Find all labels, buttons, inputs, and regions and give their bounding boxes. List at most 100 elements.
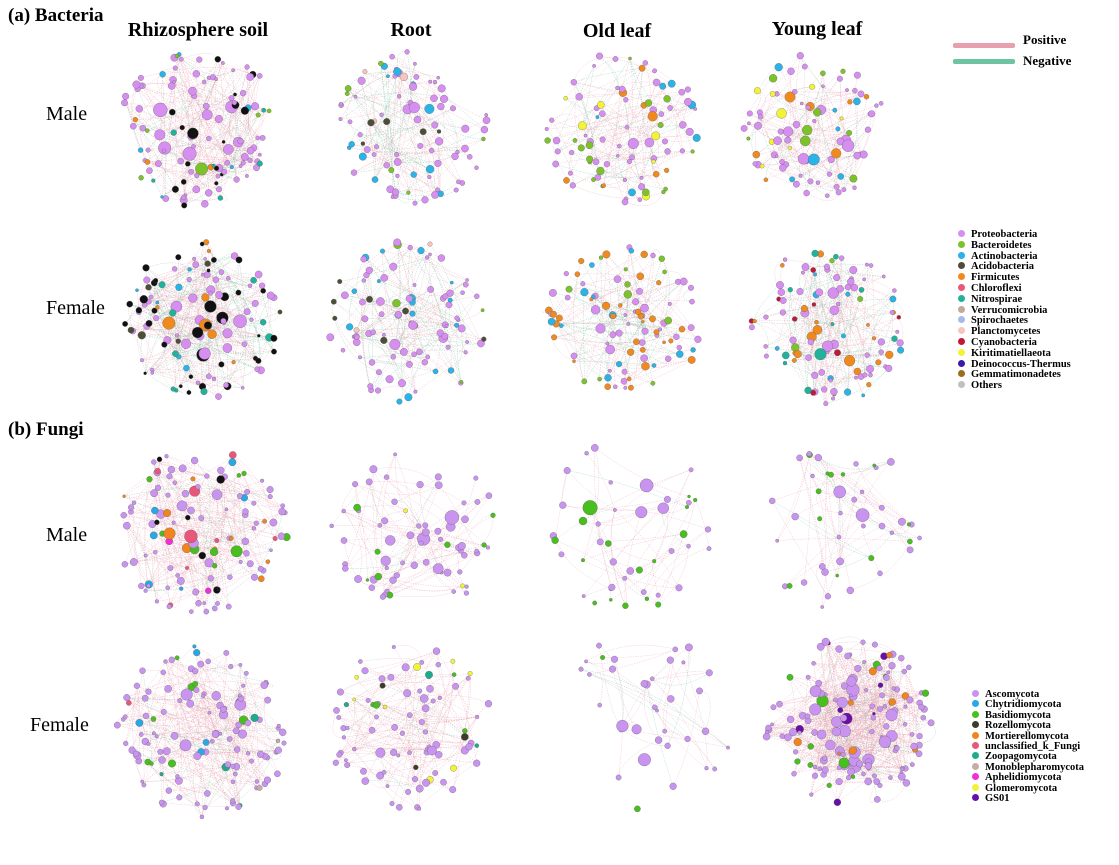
network-node xyxy=(157,748,164,755)
network-node xyxy=(211,376,217,382)
network-node xyxy=(155,160,162,167)
network-node xyxy=(191,144,196,149)
network-node xyxy=(214,77,218,82)
network-node xyxy=(818,369,825,376)
network-node xyxy=(419,128,427,136)
network-node xyxy=(247,283,253,288)
network-node xyxy=(678,326,686,333)
network-node xyxy=(826,171,832,177)
network-node xyxy=(815,180,821,185)
network-node xyxy=(888,698,896,706)
network-node xyxy=(413,389,418,394)
network-node xyxy=(427,745,437,756)
network-node xyxy=(380,248,385,254)
network-node xyxy=(407,712,413,718)
network-node xyxy=(485,545,490,550)
network-node xyxy=(413,115,422,124)
network-node xyxy=(878,101,884,106)
network-bacteria-male-young-leaf xyxy=(740,52,884,201)
network-node xyxy=(569,182,576,189)
network-node xyxy=(451,672,457,677)
network-node xyxy=(896,315,901,320)
network-node xyxy=(891,335,898,342)
network-node xyxy=(896,339,904,347)
network-node xyxy=(403,508,408,514)
network-node xyxy=(667,695,675,703)
network-node xyxy=(186,699,195,708)
network-node xyxy=(192,185,201,194)
bacteria-legend-dot xyxy=(958,251,965,259)
network-node xyxy=(177,157,184,165)
network-node xyxy=(158,281,166,289)
network-node xyxy=(421,196,429,204)
network-node xyxy=(864,688,869,693)
row-header-fungi-male: Male xyxy=(46,524,88,546)
network-node xyxy=(406,531,415,540)
network-node xyxy=(581,378,588,385)
network-node xyxy=(776,108,787,119)
bacteria-legend-label: Cyanobacteria xyxy=(971,337,1037,348)
network-node xyxy=(360,767,367,775)
network-node xyxy=(830,388,838,396)
network-node xyxy=(584,659,588,664)
network-node xyxy=(854,375,858,380)
network-node xyxy=(818,563,826,570)
network-node xyxy=(390,195,395,199)
network-node xyxy=(172,350,179,357)
network-node xyxy=(431,121,439,129)
network-node xyxy=(640,680,648,688)
network-node xyxy=(608,583,616,591)
network-node xyxy=(251,500,257,506)
fungi-legend-dot xyxy=(972,731,979,739)
network-node xyxy=(267,494,273,500)
network-node xyxy=(763,177,769,183)
network-node xyxy=(161,341,168,348)
network-node xyxy=(264,776,271,784)
network-node xyxy=(352,481,359,488)
network-node xyxy=(153,278,159,284)
network-node xyxy=(223,382,229,388)
network-node xyxy=(139,667,146,674)
network-node xyxy=(195,162,208,176)
network-node xyxy=(207,329,217,339)
network-node xyxy=(861,393,866,398)
network-node xyxy=(824,593,831,600)
network-node xyxy=(411,776,419,783)
network-node xyxy=(872,712,876,716)
fungi-legend-item: Rozellomycota xyxy=(972,720,1051,731)
network-node xyxy=(693,497,698,503)
network-node xyxy=(664,148,671,155)
network-node xyxy=(152,549,158,555)
network-node xyxy=(215,601,220,606)
bacteria-legend-item: Spirochaetes xyxy=(958,315,1028,326)
network-node xyxy=(237,493,243,499)
network-node xyxy=(162,747,171,756)
network-node xyxy=(243,670,249,676)
network-node xyxy=(205,587,212,594)
network-node xyxy=(257,565,264,572)
network-node xyxy=(198,551,206,560)
network-node xyxy=(422,778,431,787)
network-node xyxy=(866,382,872,388)
network-node xyxy=(217,466,225,475)
network-node xyxy=(558,551,565,558)
network-node xyxy=(804,713,811,720)
network-node xyxy=(822,340,834,352)
network-node xyxy=(481,336,487,342)
network-node xyxy=(637,753,651,767)
network-node xyxy=(413,74,420,80)
network-node xyxy=(445,301,453,309)
network-node xyxy=(194,801,200,807)
network-node xyxy=(418,719,425,725)
network-node xyxy=(428,252,432,257)
network-node xyxy=(357,76,366,85)
network-node xyxy=(379,593,386,600)
network-node xyxy=(465,340,469,344)
network-node xyxy=(177,698,183,704)
network-node xyxy=(187,267,192,272)
network-node xyxy=(820,605,824,609)
network-node xyxy=(862,277,867,282)
network-node xyxy=(151,178,156,183)
network-node xyxy=(427,286,434,293)
network-node xyxy=(169,309,177,317)
